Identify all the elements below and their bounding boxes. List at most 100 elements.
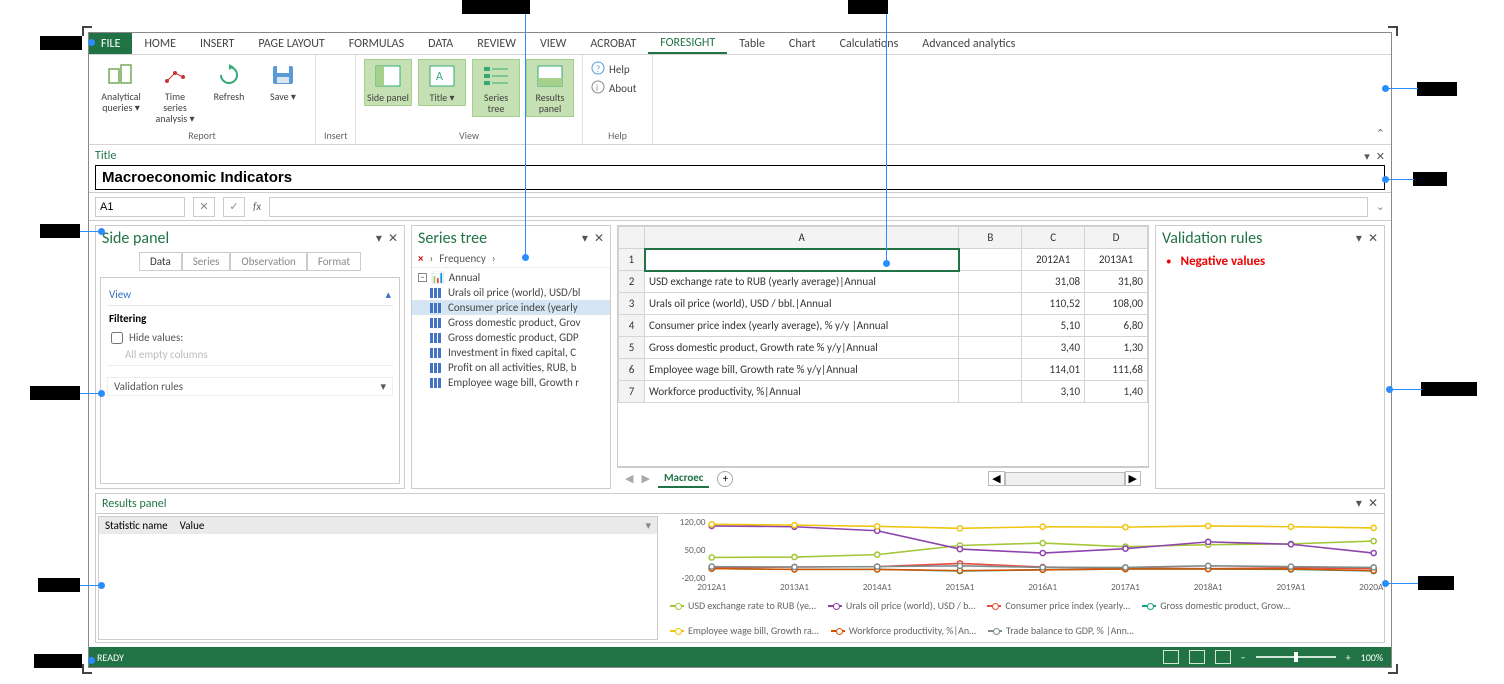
ribbon-aq-button[interactable]: Analytical queries ▾	[97, 59, 145, 115]
results-close-icon[interactable]: ✕	[1368, 496, 1378, 511]
expand-icon[interactable]: ▾	[380, 380, 386, 393]
validation-item[interactable]: • Negative values	[1166, 254, 1374, 269]
view-normal-icon[interactable]	[1163, 650, 1179, 664]
stats-dropdown-icon[interactable]: ▾	[645, 519, 651, 532]
svg-text:2013A1: 2013A1	[780, 582, 809, 593]
side-panel-close-icon[interactable]: ✕	[388, 231, 398, 246]
svg-text:2014A1: 2014A1	[863, 582, 892, 593]
hide-values-row[interactable]: Hide values:	[107, 329, 393, 346]
title-input[interactable]	[95, 165, 1385, 190]
menu-item[interactable]: Advanced analytics	[910, 33, 1027, 54]
ribbon-about-button[interactable]: iAbout	[591, 80, 644, 97]
side-tab[interactable]: Series	[182, 252, 231, 271]
view-page-icon[interactable]	[1189, 650, 1205, 664]
app-window: FILE HOMEINSERTPAGE LAYOUTFORMULASDATARE…	[88, 32, 1392, 668]
svg-text:2018A1: 2018A1	[1194, 582, 1223, 593]
validation-close-icon[interactable]: ✕	[1368, 231, 1378, 246]
ribbon-collapse-icon[interactable]: ⌃	[1376, 127, 1385, 140]
sheet-tab[interactable]: Macroec	[658, 469, 709, 488]
side-tab[interactable]: Format	[307, 252, 361, 271]
menu-item[interactable]: Chart	[777, 33, 828, 54]
side-panel-view-section[interactable]: View ▴	[107, 284, 393, 306]
breadcrumb-item[interactable]: Frequency	[439, 252, 486, 265]
series-tree-menu-icon[interactable]: ▾	[582, 231, 588, 246]
side-tab[interactable]: Data	[139, 252, 182, 271]
ribbon-group-insert: Insert	[316, 55, 356, 144]
menu-item[interactable]: FORMULAS	[337, 33, 416, 54]
zoom-in-icon[interactable]: +	[1346, 651, 1351, 664]
tree-root[interactable]: − 📊 Annual	[412, 270, 610, 285]
svg-text:2016A1: 2016A1	[1028, 582, 1057, 593]
svg-text:i: i	[596, 83, 598, 94]
menu-item[interactable]: VIEW	[528, 33, 578, 54]
svg-text:?: ?	[596, 64, 600, 75]
series-tree-close-icon[interactable]: ✕	[594, 231, 604, 246]
legend-item: Urals oil price (world), USD / b…	[828, 599, 975, 612]
tree-item[interactable]: Urals oil price (world), USD/bl	[412, 285, 610, 300]
horizontal-scrollbar[interactable]	[1005, 472, 1125, 486]
title-close-icon[interactable]: ✕	[1376, 150, 1385, 163]
sheet-nav-prev-icon[interactable]: ◀	[625, 472, 633, 485]
menu-item[interactable]: PAGE LAYOUT	[246, 33, 336, 54]
ribbon-resultspanel-button[interactable]: Results panel	[526, 59, 574, 117]
ribbon-group-help: ?HelpiAbout Help	[583, 55, 653, 144]
side-panel-menu-icon[interactable]: ▾	[376, 231, 382, 246]
tree-item[interactable]: Profit on all activities, RUB, b	[412, 360, 610, 375]
ribbon: Analytical queries ▾Time series analysis…	[89, 55, 1391, 145]
side-tab[interactable]: Observation	[230, 252, 306, 271]
tree-item[interactable]: Employee wage bill, Growth r	[412, 375, 610, 390]
ribbon-sidepanel-button[interactable]: Side panel	[364, 59, 412, 106]
menu-item[interactable]: INSERT	[188, 33, 246, 54]
side-panel: Side panel ▾ ✕ DataSeriesObservationForm…	[95, 225, 405, 489]
series-tree-breadcrumb: × › Frequency ›	[412, 250, 610, 268]
ribbon-help-button[interactable]: ?Help	[591, 61, 644, 78]
tree-item[interactable]: Investment in fixed capital, C	[412, 345, 610, 360]
legend-item: Consumer price index (yearly…	[987, 599, 1130, 612]
side-validation-rules[interactable]: Validation rules ▾	[107, 377, 393, 396]
tree-item[interactable]: Gross domestic product, Grov	[412, 315, 610, 330]
results-panel: Results panel ▾ ✕ Statistic name Value ▾…	[95, 493, 1385, 643]
breadcrumb-sep-icon: ›	[492, 252, 496, 265]
view-break-icon[interactable]	[1215, 650, 1231, 664]
menu-file[interactable]: FILE	[89, 33, 132, 54]
breadcrumb-clear-icon[interactable]: ×	[418, 252, 423, 265]
menu-item[interactable]: DATA	[416, 33, 465, 54]
tree-item[interactable]: Gross domestic product, GDP	[412, 330, 610, 345]
fx-enter-icon[interactable]: ✓	[223, 197, 245, 217]
validation-menu-icon[interactable]: ▾	[1356, 231, 1362, 246]
menu-item[interactable]: Calculations	[828, 33, 911, 54]
fx-label[interactable]: fx	[253, 200, 261, 213]
tree-item[interactable]: Consumer price index (yearly	[412, 300, 610, 315]
hide-values-checkbox[interactable]	[111, 332, 123, 344]
results-menu-icon[interactable]: ▾	[1356, 496, 1362, 511]
menu-item[interactable]: Table	[727, 33, 777, 54]
ribbon-refresh-button[interactable]: Refresh	[205, 59, 253, 104]
collapse-icon[interactable]: ▴	[385, 288, 391, 301]
zoom-out-icon[interactable]: −	[1241, 651, 1246, 664]
ribbon-seriestree-button[interactable]: Series tree	[472, 59, 520, 117]
ribbon-title-button[interactable]: ATitle ▾	[418, 59, 466, 106]
ribbon-save-button[interactable]: Save ▾	[259, 59, 307, 104]
svg-text:2012A1: 2012A1	[697, 582, 726, 593]
stats-col-name: Statistic name	[105, 519, 168, 532]
series-tree-panel: Series tree ▾ ✕ × › Frequency › − 📊 Annu…	[411, 225, 611, 489]
name-box[interactable]	[95, 197, 185, 217]
formula-input[interactable]	[269, 197, 1368, 217]
title-dropdown-icon[interactable]: ▾	[1364, 150, 1370, 163]
zoom-slider[interactable]	[1256, 656, 1336, 658]
sheet-nav-next-icon[interactable]: ▶	[641, 472, 649, 485]
title-panel: Title ▾ ✕	[89, 145, 1391, 193]
menu-item[interactable]: REVIEW	[465, 33, 528, 54]
side-panel-tabs: DataSeriesObservationFormat	[96, 250, 404, 273]
scrollbar-right-icon[interactable]: ▶	[1125, 471, 1141, 486]
add-sheet-button[interactable]: +	[717, 471, 733, 487]
menu-item[interactable]: HOME	[132, 33, 188, 54]
ribbon-ts-button[interactable]: Time series analysis ▾	[151, 59, 199, 126]
formula-expand-icon[interactable]: ⌄	[1376, 200, 1385, 213]
menu-item[interactable]: ACROBAT	[578, 33, 648, 54]
empty-cols-label: All empty columns	[125, 348, 208, 361]
fx-cancel-icon[interactable]: ✕	[193, 197, 215, 217]
menu-item[interactable]: FORESIGHT	[648, 33, 727, 54]
legend-item: Gross domestic product, Grow…	[1142, 599, 1290, 612]
scrollbar-left-icon[interactable]: ◀	[988, 471, 1004, 486]
